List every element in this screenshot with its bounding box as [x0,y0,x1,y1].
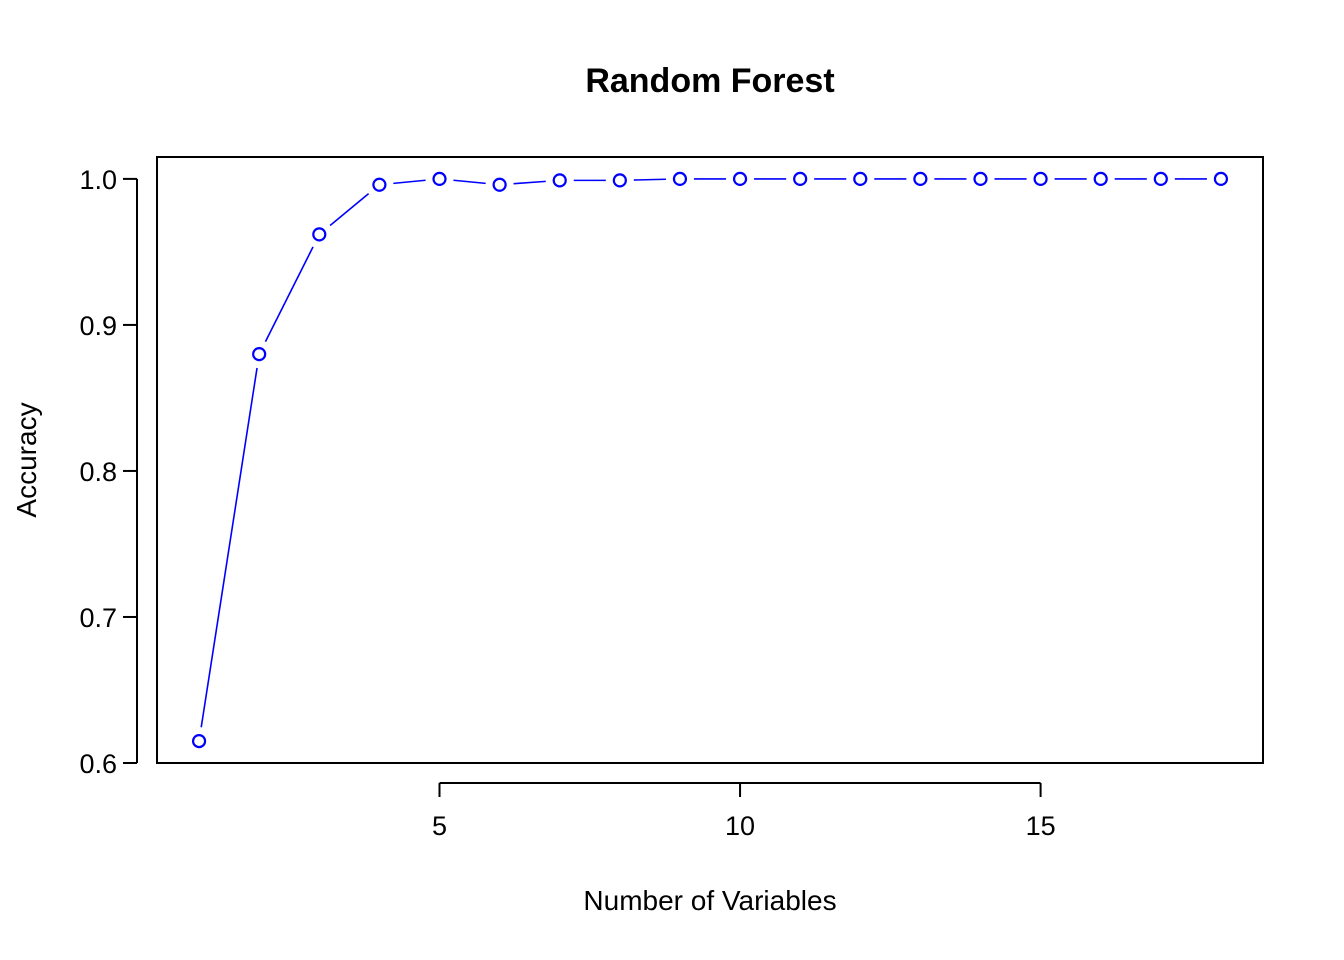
data-point [793,171,808,187]
data-point [732,171,748,187]
series-segment [329,193,370,227]
chart-title: Random Forest [585,62,834,100]
data-point [853,171,868,187]
y-tick-label: 0.6 [79,749,117,779]
data-point [913,171,928,187]
data-point [1033,171,1048,187]
data-point [1153,171,1168,187]
series-segment [633,178,666,181]
data-point [612,173,627,188]
data-point [252,347,267,362]
y-tick-label: 0.9 [79,311,117,341]
series-segment [200,367,258,728]
x-tick-label: 5 [432,811,447,841]
data-point [492,177,507,192]
y-axis-label: Accuracy [11,402,42,517]
y-tick-label: 0.7 [79,603,117,633]
data-point [1213,171,1229,187]
x-tick-label: 15 [1026,811,1056,841]
data-point [552,173,567,188]
series-segment [393,179,426,185]
plot-frame [156,156,1264,764]
y-tick-label: 1.0 [79,165,117,195]
data-point [672,171,688,187]
x-axis-label: Number of Variables [583,885,836,916]
series-segment [453,179,486,185]
data-point [1093,171,1108,187]
data-point [432,171,447,187]
x-axis: 5 10 15 [432,782,1056,841]
y-axis: 0.6 0.7 0.8 0.9 1.0 [79,165,138,779]
data-point [191,733,207,749]
data-point [312,227,327,242]
data-point [973,171,988,187]
data-point [372,177,387,192]
series-segment [513,180,546,185]
data-series [191,171,1229,749]
y-tick-label: 0.8 [79,457,117,487]
series-segment [264,246,314,342]
x-tick-label: 10 [725,811,755,841]
